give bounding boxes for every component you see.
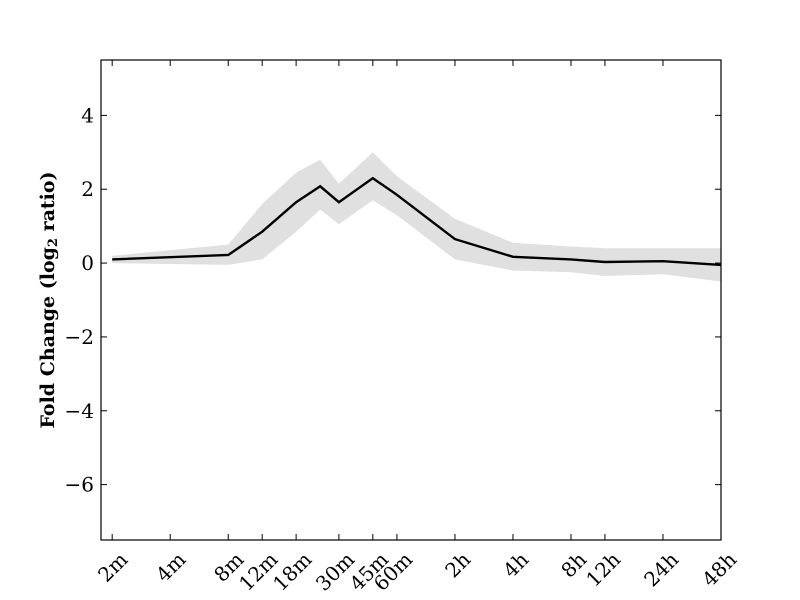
x-tick-label: 2m [93, 547, 132, 586]
y-tick-label: −4 [65, 399, 94, 423]
x-tick-label: 4h [498, 547, 533, 582]
plot-frame [100, 59, 722, 541]
confidence-band-0 [112, 152, 721, 282]
y-axis-title: Fold Change (log2 ratio) [37, 171, 61, 428]
y-axis: 4 2 0 −2 −4 −6 [65, 103, 721, 497]
x-tick-label: 18m [268, 547, 316, 595]
y-tick-label: −6 [65, 473, 94, 497]
y-tick-label: 4 [81, 103, 94, 127]
y-tick-label: −2 [65, 325, 94, 349]
y-axis-title-subscript: 2 [46, 238, 61, 247]
x-tick-label: 24h [639, 547, 683, 591]
x-tick-label: 4m [151, 547, 190, 586]
y-tick-label: 2 [81, 177, 94, 201]
y-axis-title-prefix: Fold Change (log [37, 247, 59, 428]
y-tick-label: 0 [81, 251, 94, 275]
x-tick-label: 48h [697, 547, 741, 591]
x-tick-label: 2h [440, 547, 475, 582]
x-tick-label: 12h [581, 547, 625, 591]
series-line-layer [112, 176, 722, 267]
series-line-0 [112, 176, 722, 267]
confidence-band-layer [112, 152, 721, 282]
y-axis-title-suffix: ratio) [37, 171, 59, 238]
